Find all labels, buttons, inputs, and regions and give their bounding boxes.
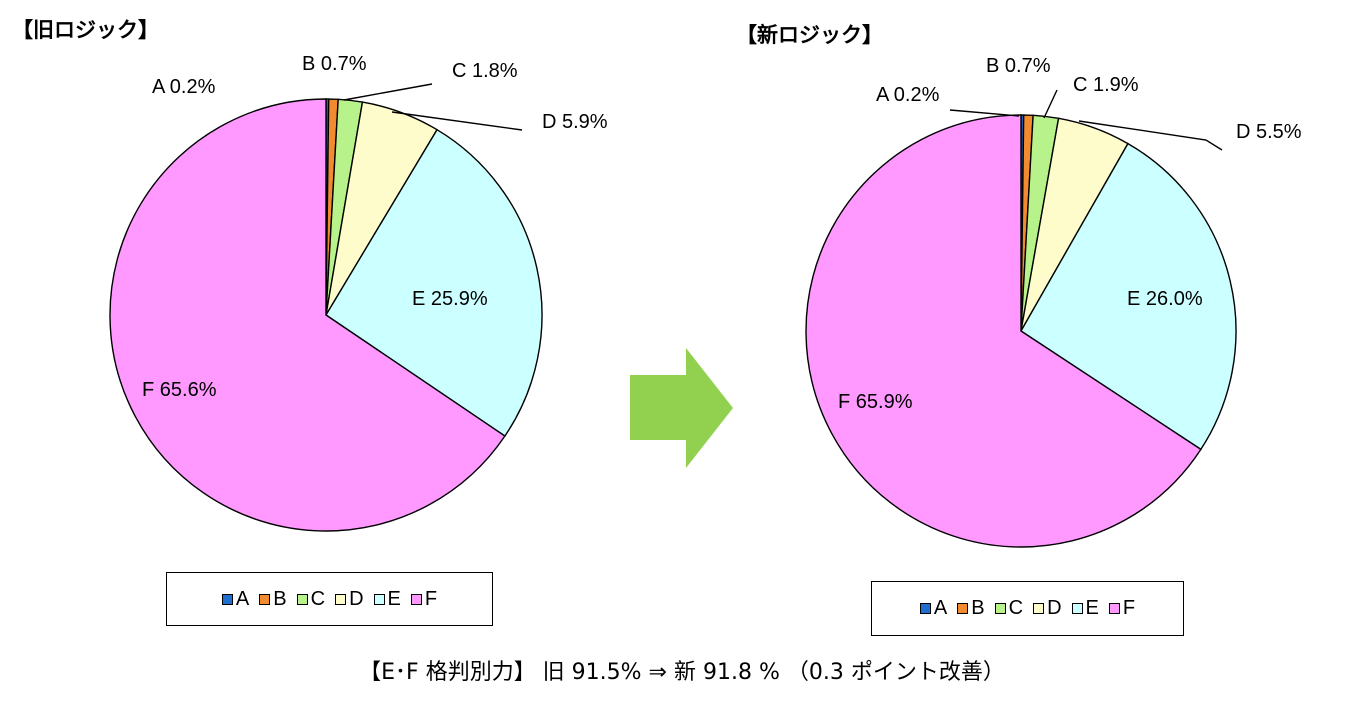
slice-label-e: E 26.0% xyxy=(1127,288,1203,310)
legend-label: E xyxy=(1085,597,1099,619)
transition-arrow xyxy=(630,348,733,468)
legend-item-f: F xyxy=(410,587,438,611)
slice-label-b: B 0.7% xyxy=(302,53,367,75)
slice-label-c: C 1.9% xyxy=(1073,74,1139,96)
slice-label-f: F 65.6% xyxy=(142,379,217,401)
slice-label-d: D 5.9% xyxy=(542,111,608,133)
leader-line-d xyxy=(1078,120,1223,151)
legend-swatch xyxy=(994,603,1006,614)
legend-item-b: B xyxy=(957,597,985,620)
leader-line-a xyxy=(949,109,1020,117)
slice-label-d: D 5.5% xyxy=(1236,121,1302,143)
legend-label: B xyxy=(273,587,287,610)
legend-item-d: D xyxy=(335,587,364,611)
legend-swatch xyxy=(296,593,308,605)
legend-item-b: B xyxy=(259,587,287,611)
legend-swatch xyxy=(1071,603,1083,614)
slice-label-a: A 0.2% xyxy=(876,84,940,106)
slice-label-b: B 0.7% xyxy=(986,55,1051,77)
leader-line-c xyxy=(1043,89,1058,119)
slice-label-e: E 25.9% xyxy=(412,288,488,310)
discrimination-summary: 【E･F 格判別力】 旧 91.5% ⇒ 新 91.8 % （0.3 ポイント改… xyxy=(359,660,1005,685)
legend-swatch xyxy=(410,593,422,605)
legend-item-f: F xyxy=(1108,597,1136,620)
legend-label: F xyxy=(1122,597,1136,619)
legend-label: C xyxy=(1008,597,1024,619)
legend-swatch xyxy=(1033,603,1045,614)
slice-label-f: F 65.9% xyxy=(838,391,913,413)
legend-label: F xyxy=(424,587,438,610)
pie-slice-e xyxy=(1020,142,1237,451)
legend-item-d: D xyxy=(1033,597,1062,620)
new-logic-legend: A B C D E F xyxy=(871,581,1184,636)
legend-item-e: E xyxy=(1071,597,1099,620)
pie-slice-f xyxy=(805,114,1202,548)
legend-swatch xyxy=(919,603,931,614)
new-logic-title: 【新ロジック】 xyxy=(736,23,883,47)
old-logic-pie: A 0.2% B 0.7% C 1.8% D 5.9% E 25.9% F 65.6% xyxy=(109,53,608,532)
legend-label: C xyxy=(310,587,326,610)
legend-swatch xyxy=(335,593,347,605)
legend-item-e: E xyxy=(373,587,401,611)
legend-item-c: C xyxy=(296,587,326,611)
legend-swatch xyxy=(373,593,385,605)
slice-label-c: C 1.8% xyxy=(452,60,518,82)
legend-swatch xyxy=(1108,603,1120,614)
legend-item-a: A xyxy=(221,587,250,611)
old-logic-title: 【旧ロジック】 xyxy=(12,18,159,42)
legend-label: D xyxy=(349,587,364,610)
legend-label: A xyxy=(235,587,250,610)
new-logic-pie: A 0.2% B 0.7% C 1.9% D 5.5% E 26.0% F 65.9% xyxy=(805,55,1302,548)
legend-label: A xyxy=(933,597,948,619)
legend-swatch xyxy=(957,603,969,614)
legend-label: D xyxy=(1047,597,1062,619)
legend-item-c: C xyxy=(994,597,1024,620)
pie-slice-f xyxy=(109,98,506,532)
legend-label: E xyxy=(387,587,401,610)
pie-slice-e xyxy=(325,128,543,437)
leader-line-d xyxy=(391,111,523,131)
leader-line-c xyxy=(343,83,433,101)
slice-label-a: A 0.2% xyxy=(152,76,216,98)
legend-swatch xyxy=(221,593,233,605)
legend-label: B xyxy=(971,597,985,619)
legend-swatch xyxy=(259,593,271,605)
legend-item-a: A xyxy=(919,597,948,620)
